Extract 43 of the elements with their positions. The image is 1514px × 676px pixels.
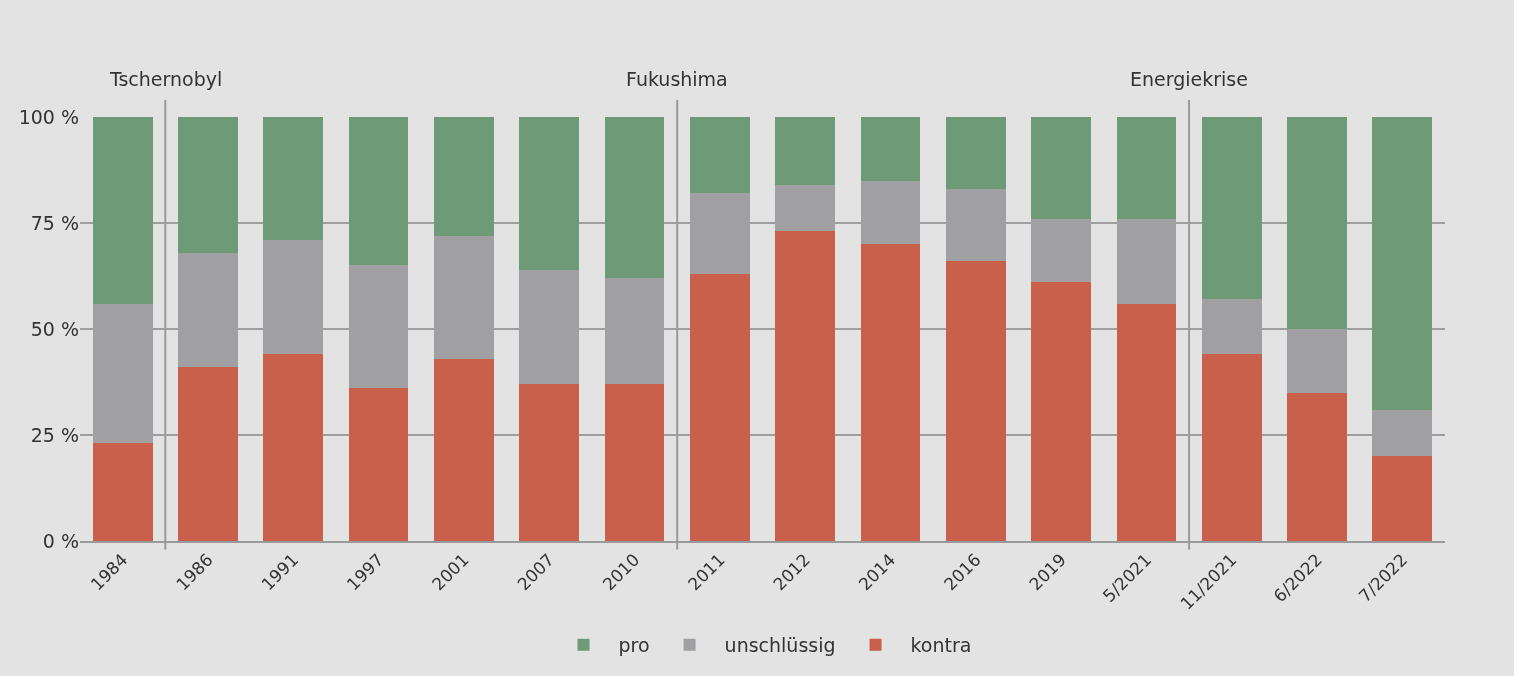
legend-label: unschlüssig: [724, 634, 836, 657]
bar: [775, 117, 836, 185]
bar: [178, 367, 238, 541]
bar: [1287, 117, 1347, 329]
bar: [1201, 117, 1262, 300]
bar: [434, 358, 494, 541]
bar: [92, 443, 153, 541]
bar: [689, 117, 750, 194]
bar: [263, 354, 324, 541]
bar: [1116, 303, 1177, 541]
bar: [1372, 117, 1433, 410]
bar: [348, 388, 409, 541]
legend-label: kontra: [910, 634, 972, 657]
bar: [1201, 354, 1262, 541]
bar: [775, 231, 836, 541]
bar: [860, 117, 921, 181]
bar: [860, 244, 921, 541]
bar: [434, 117, 494, 236]
bar: [263, 117, 324, 240]
bar: [1031, 282, 1091, 541]
bar: [1116, 117, 1177, 219]
y-tick-label: 50 %: [30, 317, 79, 340]
y-tick-label: 75 %: [30, 211, 79, 234]
bar: [1031, 117, 1091, 219]
bar: [519, 384, 580, 541]
bar: [1372, 456, 1433, 541]
bar: [945, 117, 1006, 190]
y-tick-label: 100 %: [18, 105, 79, 128]
ref-line-label: Tschernobyl: [109, 68, 223, 90]
bar: [519, 117, 580, 270]
bar: [348, 117, 409, 266]
y-tick-label: 25 %: [30, 423, 79, 446]
bar: [604, 384, 665, 541]
bar: [604, 117, 665, 279]
bar: [945, 261, 1006, 541]
legend-label: pro: [618, 634, 650, 657]
bar: [689, 273, 750, 541]
bar: [1287, 392, 1347, 541]
ref-line-label: Energiekrise: [1130, 68, 1248, 90]
ref-line-label: Fukushima: [626, 68, 728, 90]
y-tick-label: 0 %: [42, 529, 79, 552]
bar: [92, 117, 153, 304]
bar: [178, 117, 238, 253]
